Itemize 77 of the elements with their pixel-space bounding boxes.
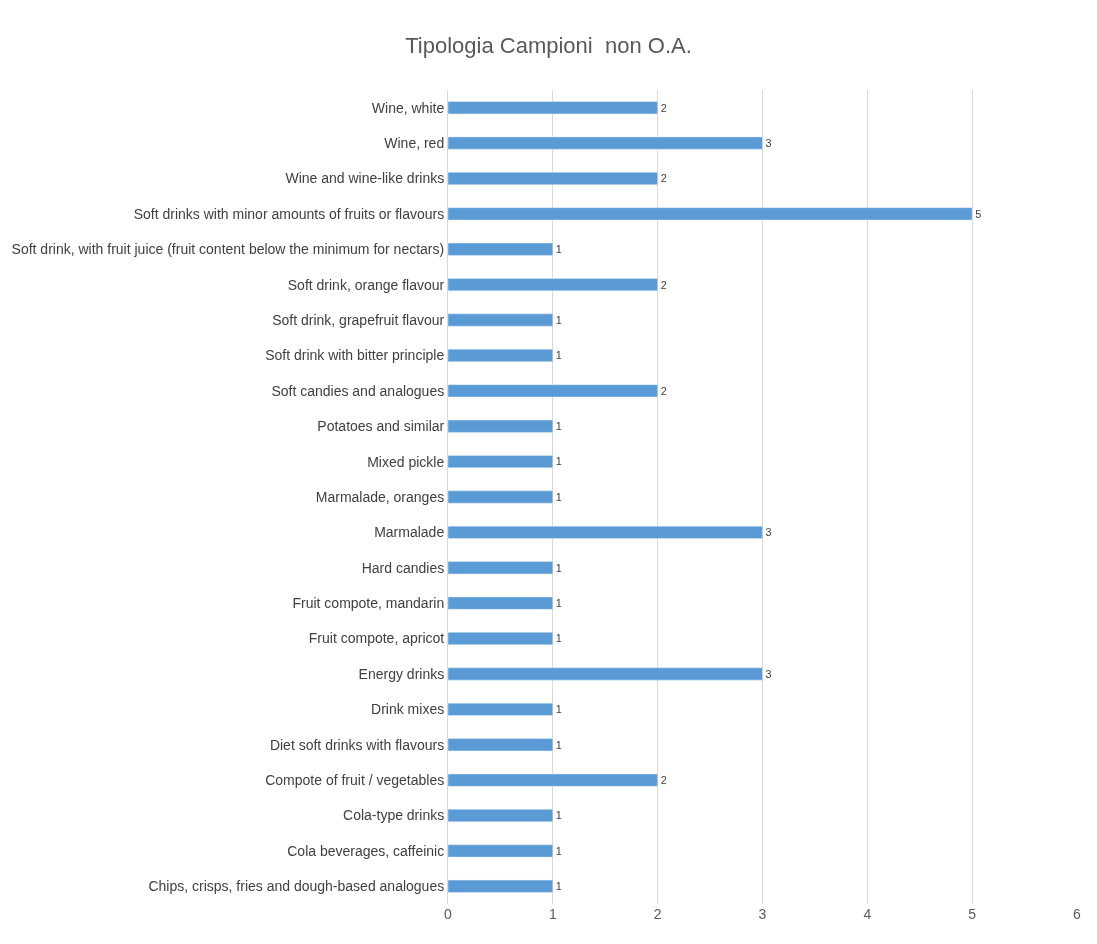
y-tick-label: Wine, red bbox=[384, 134, 445, 151]
data-label: 1 bbox=[555, 597, 562, 610]
data-label: 1 bbox=[555, 738, 562, 751]
data-label: 2 bbox=[660, 101, 667, 114]
bar bbox=[448, 242, 554, 256]
bar bbox=[448, 419, 554, 433]
x-tick-label: 5 bbox=[968, 906, 977, 922]
bar bbox=[448, 844, 554, 858]
bar bbox=[448, 172, 658, 185]
y-tick-label: Soft candies and analogues bbox=[271, 382, 445, 399]
bar bbox=[448, 596, 554, 610]
x-tick-label: 0 bbox=[444, 906, 453, 922]
y-tick-label: Mixed pickle bbox=[367, 453, 445, 470]
data-label: 1 bbox=[555, 632, 562, 645]
x-tick-label: 3 bbox=[758, 906, 767, 922]
y-tick-label: Cola beverages, caffeinic bbox=[287, 842, 445, 859]
y-tick-label: Chips, crisps, fries and dough-based analogues bbox=[148, 878, 445, 895]
y-tick-label: Compote of fruit / vegetables bbox=[265, 772, 445, 789]
bar bbox=[448, 632, 554, 646]
bar bbox=[448, 525, 763, 539]
data-label: 1 bbox=[555, 809, 562, 822]
chart-title: Tipologia Campioni non O.A. bbox=[405, 33, 692, 59]
y-tick-label: Fruit compote, mandarin bbox=[292, 595, 445, 612]
bar bbox=[448, 384, 658, 398]
data-label: 1 bbox=[555, 844, 562, 857]
data-label: 1 bbox=[555, 420, 562, 433]
y-tick-label: Energy drinks bbox=[358, 665, 445, 682]
y-tick-label: Wine and wine-like drinks bbox=[285, 170, 445, 187]
data-label: 1 bbox=[555, 561, 562, 574]
data-label: 3 bbox=[765, 136, 772, 149]
x-tick-label: 2 bbox=[653, 906, 662, 922]
bar bbox=[448, 490, 554, 504]
y-tick-label: Marmalade, oranges bbox=[315, 488, 445, 505]
x-tick-label: 4 bbox=[863, 906, 872, 922]
data-label: 1 bbox=[555, 490, 562, 503]
bar bbox=[448, 455, 554, 469]
bar bbox=[448, 278, 658, 292]
bar bbox=[448, 879, 554, 893]
y-tick-label: Cola-type drinks bbox=[343, 807, 445, 824]
bar bbox=[448, 809, 554, 822]
bar bbox=[448, 738, 554, 752]
y-tick-label: Soft drink, with fruit juice (fruit content below the minimum for nectars) bbox=[11, 241, 445, 258]
x-tick-label: 1 bbox=[548, 906, 557, 922]
y-tick-label: Fruit compote, apricot bbox=[308, 630, 445, 647]
data-label: 1 bbox=[555, 313, 562, 326]
y-tick-label: Soft drinks with minor amounts of fruits or flavours bbox=[133, 205, 445, 222]
y-tick-label: Diet soft drinks with flavours bbox=[269, 736, 445, 753]
y-tick-label: Soft drink, grapefruit flavour bbox=[272, 311, 445, 328]
y-tick-label: Hard candies bbox=[361, 559, 445, 576]
y-tick-label: Soft drink, orange flavour bbox=[287, 276, 445, 293]
bar bbox=[448, 702, 554, 716]
data-label: 1 bbox=[555, 880, 562, 893]
bar bbox=[448, 348, 554, 362]
y-tick-label: Drink mixes bbox=[371, 701, 445, 718]
data-label: 1 bbox=[555, 703, 562, 716]
bar bbox=[448, 101, 658, 115]
data-label: 3 bbox=[765, 526, 772, 539]
bar bbox=[448, 773, 658, 787]
data-label: 1 bbox=[555, 455, 562, 468]
bar bbox=[448, 313, 554, 327]
bar bbox=[448, 667, 763, 681]
data-label: 5 bbox=[975, 207, 982, 220]
y-tick-label: Soft drink with bitter principle bbox=[265, 347, 445, 364]
bar bbox=[448, 561, 554, 575]
y-tick-label: Wine, white bbox=[371, 99, 445, 116]
y-tick-label: Potatoes and similar bbox=[317, 418, 445, 435]
data-label: 1 bbox=[555, 349, 562, 362]
data-label: 2 bbox=[660, 774, 667, 786]
bar bbox=[448, 207, 973, 221]
data-label: 1 bbox=[555, 243, 562, 256]
data-label: 3 bbox=[765, 667, 772, 680]
x-tick-label: 6 bbox=[1073, 906, 1082, 922]
data-label: 2 bbox=[660, 384, 667, 397]
bar bbox=[448, 136, 763, 150]
data-label: 2 bbox=[660, 278, 667, 291]
data-label: 2 bbox=[660, 172, 667, 185]
y-tick-label: Marmalade bbox=[374, 524, 445, 541]
